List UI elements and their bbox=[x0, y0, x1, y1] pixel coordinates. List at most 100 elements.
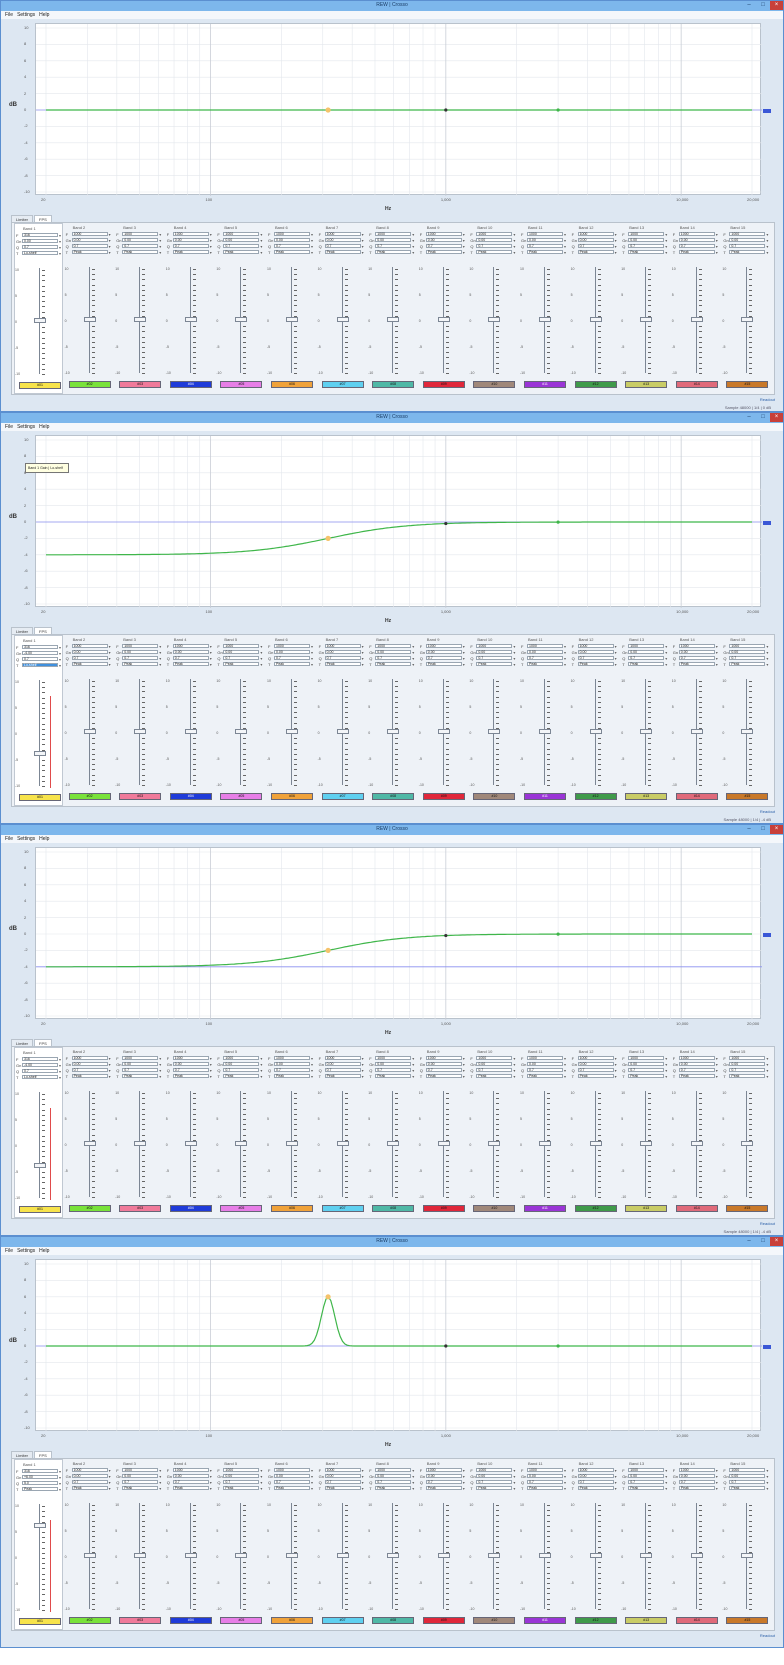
param-field[interactable]: Peak bbox=[425, 662, 462, 666]
spinner-arrows[interactable]: ▾ bbox=[260, 650, 263, 655]
band-color-swatch[interactable]: #11 bbox=[524, 1617, 566, 1624]
param-field[interactable]: 1000 bbox=[729, 644, 766, 648]
band-color-swatch[interactable]: #02 bbox=[68, 381, 111, 388]
spinner-arrows[interactable]: ▾ bbox=[665, 1062, 668, 1067]
band-color-swatch[interactable]: #05 bbox=[220, 381, 263, 388]
spinner-arrows[interactable]: ▾ bbox=[260, 1056, 263, 1061]
param-field[interactable]: 1000 bbox=[577, 644, 614, 648]
band-color-swatch[interactable]: #07 bbox=[321, 1205, 364, 1212]
param-field[interactable]: 1000 bbox=[274, 232, 310, 236]
param-field[interactable]: Peak bbox=[729, 250, 766, 254]
tab-limiter[interactable]: Limiter bbox=[11, 1451, 34, 1459]
spinner-arrows[interactable]: ▾ bbox=[209, 1068, 212, 1073]
band-color-swatch[interactable]: #05 bbox=[220, 793, 263, 800]
param-field[interactable]: Peak bbox=[729, 662, 766, 666]
spinner-arrows[interactable]: ▾ bbox=[311, 1480, 314, 1485]
param-field[interactable]: 0.7 bbox=[527, 656, 563, 660]
close-button[interactable]: × bbox=[770, 413, 783, 422]
spinner-arrows[interactable]: ▾ bbox=[260, 232, 263, 237]
param-field[interactable]: -4.00 bbox=[22, 651, 58, 655]
param-field[interactable]: 0.00 bbox=[628, 238, 665, 242]
spinner-arrows[interactable]: ▾ bbox=[108, 238, 111, 243]
spinner-arrows[interactable]: ▾ bbox=[665, 250, 668, 255]
band-color-swatch[interactable]: #10 bbox=[473, 1617, 516, 1624]
gain-fader[interactable] bbox=[83, 267, 97, 373]
spinner-arrows[interactable]: ▾ bbox=[513, 238, 516, 243]
gain-fader[interactable] bbox=[83, 1503, 97, 1609]
spinner-arrows[interactable]: ▾ bbox=[159, 232, 162, 237]
spinner-arrows[interactable]: ▾ bbox=[59, 663, 62, 668]
close-button[interactable]: × bbox=[770, 1, 783, 10]
param-field[interactable]: 0.00 bbox=[172, 650, 209, 654]
spinner-arrows[interactable]: ▾ bbox=[108, 662, 111, 667]
fader-thumb[interactable] bbox=[184, 729, 197, 734]
minimize-button[interactable]: – bbox=[747, 414, 751, 420]
gain-fader[interactable] bbox=[184, 1091, 198, 1197]
band-color-swatch[interactable]: #14 bbox=[675, 381, 718, 388]
param-field[interactable]: 0.7 bbox=[324, 656, 361, 660]
param-field[interactable]: 0.7 bbox=[425, 1480, 462, 1484]
fader-thumb[interactable] bbox=[134, 317, 147, 322]
spinner-arrows[interactable]: ▾ bbox=[766, 656, 769, 661]
spinner-arrows[interactable]: ▾ bbox=[260, 250, 263, 255]
gain-fader[interactable] bbox=[437, 679, 451, 785]
spinner-arrows[interactable]: ▾ bbox=[108, 644, 111, 649]
gain-fader[interactable] bbox=[437, 1503, 451, 1609]
param-field[interactable]: 1000 bbox=[729, 1468, 766, 1472]
spinner-arrows[interactable]: ▾ bbox=[513, 1068, 516, 1073]
spinner-arrows[interactable]: ▾ bbox=[260, 1062, 263, 1067]
gain-fader[interactable] bbox=[639, 267, 653, 373]
band-color-swatch[interactable]: #07 bbox=[321, 381, 364, 388]
fader-thumb[interactable] bbox=[235, 1141, 248, 1146]
param-field[interactable]: 0.7 bbox=[172, 244, 209, 248]
fader-thumb[interactable] bbox=[34, 1162, 46, 1168]
param-field[interactable]: 0.00 bbox=[527, 1062, 563, 1066]
param-field[interactable]: 0.00 bbox=[628, 1062, 665, 1066]
param-field[interactable]: 1000 bbox=[476, 644, 513, 648]
param-field[interactable]: 0.7 bbox=[729, 656, 766, 660]
param-field[interactable]: 0.7 bbox=[628, 656, 665, 660]
param-field[interactable]: 1000 bbox=[527, 644, 563, 648]
band-color-swatch[interactable]: #11 bbox=[524, 1205, 566, 1212]
band-color-swatch[interactable]: #15 bbox=[726, 381, 769, 388]
param-field[interactable]: Peak bbox=[122, 662, 159, 666]
band-1-handle[interactable] bbox=[325, 535, 331, 541]
fader-thumb[interactable] bbox=[539, 1553, 551, 1558]
param-field[interactable]: 0.00 bbox=[476, 1474, 513, 1478]
param-field[interactable]: 0.7 bbox=[122, 244, 159, 248]
param-field[interactable]: 0.7 bbox=[375, 244, 412, 248]
spinner-arrows[interactable]: ▾ bbox=[361, 232, 364, 237]
spinner-arrows[interactable]: ▾ bbox=[311, 238, 314, 243]
param-field[interactable]: Peak bbox=[172, 662, 209, 666]
spinner-arrows[interactable]: ▾ bbox=[59, 1487, 62, 1492]
param-field[interactable]: 0.00 bbox=[324, 1474, 361, 1478]
menu-item-file[interactable]: File bbox=[5, 12, 14, 18]
gain-fader[interactable] bbox=[589, 679, 603, 785]
param-field[interactable]: 1000 bbox=[223, 232, 260, 236]
spinner-arrows[interactable]: ▾ bbox=[311, 232, 314, 237]
band-color-swatch[interactable]: #02 bbox=[68, 793, 111, 800]
band-color-swatch[interactable]: #08 bbox=[372, 793, 415, 800]
param-field[interactable]: 1000 bbox=[122, 232, 159, 236]
param-field[interactable]: 0.00 bbox=[122, 238, 159, 242]
fader-thumb[interactable] bbox=[134, 729, 147, 734]
param-field[interactable]: 1000 bbox=[628, 644, 665, 648]
fader-thumb[interactable] bbox=[589, 1553, 602, 1558]
spinner-arrows[interactable]: ▾ bbox=[715, 662, 718, 667]
frequency-response-plot[interactable] bbox=[35, 23, 762, 196]
param-field[interactable]: 1000 bbox=[425, 1468, 462, 1472]
fader-thumb[interactable] bbox=[184, 1141, 197, 1146]
param-field[interactable]: 1000 bbox=[172, 232, 209, 236]
band-color-swatch[interactable]: #08 bbox=[372, 381, 415, 388]
spinner-arrows[interactable]: ▾ bbox=[513, 250, 516, 255]
param-field[interactable]: 0.00 bbox=[425, 1062, 462, 1066]
spinner-arrows[interactable]: ▾ bbox=[260, 644, 263, 649]
gain-fader[interactable] bbox=[538, 267, 552, 373]
gain-fader[interactable] bbox=[386, 1503, 400, 1609]
param-field[interactable]: 1000 bbox=[476, 1468, 513, 1472]
spinner-arrows[interactable]: ▾ bbox=[59, 1469, 62, 1474]
spinner-arrows[interactable]: ▾ bbox=[513, 244, 516, 249]
fader-thumb[interactable] bbox=[539, 729, 551, 734]
spinner-arrows[interactable]: ▾ bbox=[614, 656, 617, 661]
fader-thumb[interactable] bbox=[437, 1141, 450, 1146]
